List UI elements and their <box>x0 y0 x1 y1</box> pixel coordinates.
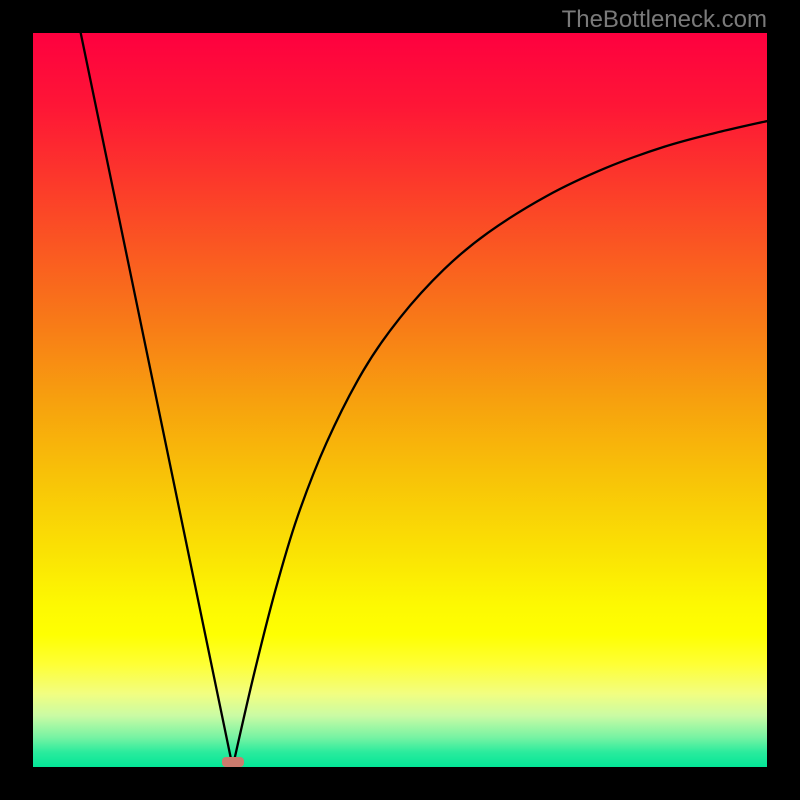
chart-container: TheBottleneck.com <box>0 0 800 800</box>
curve-path <box>81 33 767 767</box>
plot-area <box>33 33 767 767</box>
watermark-text: TheBottleneck.com <box>562 6 767 34</box>
bottleneck-curve <box>33 33 767 767</box>
minimum-marker <box>222 757 244 767</box>
